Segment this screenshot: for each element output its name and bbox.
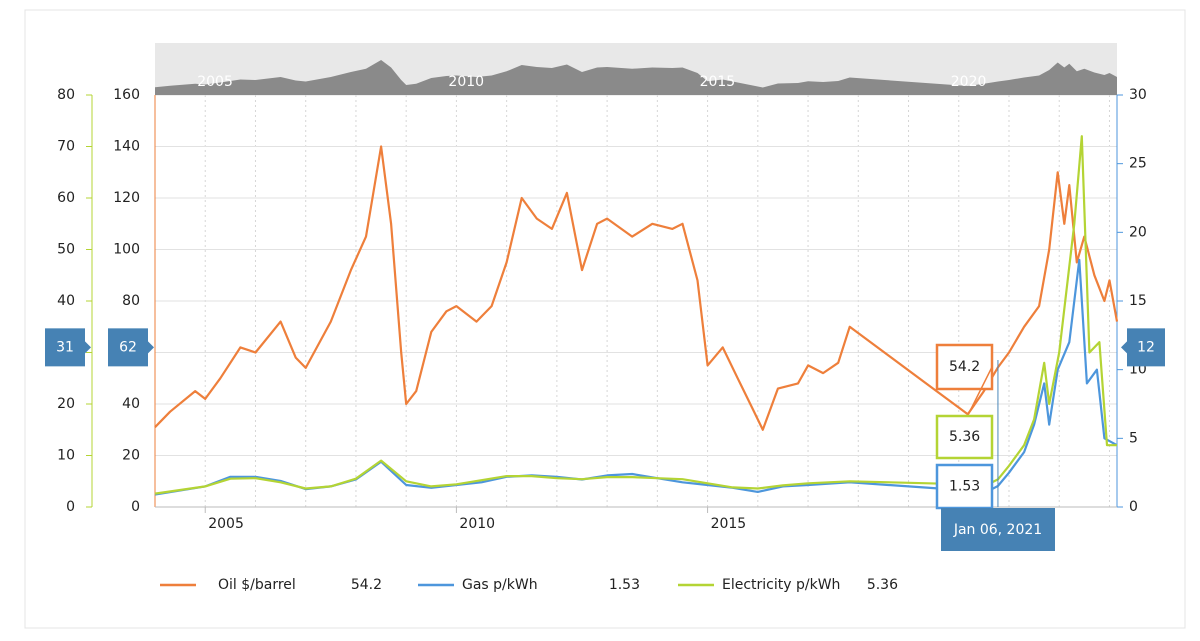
legend-label: Electricity p/kWh <box>722 577 840 593</box>
crosshair-tag <box>1127 328 1165 367</box>
tooltip-value: 1.53 <box>949 479 980 495</box>
y-tick-label: 120 <box>113 190 140 206</box>
series-line <box>154 135 1117 495</box>
tooltip-value: 54.2 <box>949 359 980 375</box>
y2-tick-label: 5 <box>1129 430 1138 446</box>
y2-tick-label: 15 <box>1129 293 1147 309</box>
navigator-area <box>155 60 1117 95</box>
legend-label: Gas p/kWh <box>462 577 538 593</box>
tooltip-box <box>935 414 994 460</box>
series-line <box>154 145 1119 431</box>
crosshair-tag-arrow <box>85 341 91 354</box>
y-tick-label: 0 <box>131 499 140 515</box>
y-tick-label: 20 <box>122 448 140 464</box>
y-tick-label: 140 <box>113 139 140 155</box>
x-tick-label: 2015 <box>711 516 747 532</box>
x-tick-label: 2005 <box>208 516 244 532</box>
tooltip-pointer <box>967 366 993 416</box>
y1-tick-label: 50 <box>57 242 75 258</box>
crosshair-tag-label: 31 <box>56 339 74 355</box>
legend-value: 1.53 <box>609 577 640 593</box>
y1-tick-label: 20 <box>57 396 75 412</box>
x-tick-label: 2010 <box>459 516 495 532</box>
crosshair-tag <box>45 328 85 367</box>
y1-tick-label: 0 <box>66 499 75 515</box>
y-tick-label: 160 <box>113 87 140 103</box>
date-label: Jan 06, 2021 <box>953 522 1042 538</box>
y-tick-label: 40 <box>122 396 140 412</box>
tooltip-value: 5.36 <box>949 429 980 445</box>
date-box <box>941 508 1055 551</box>
y2-tick-label: 25 <box>1129 156 1147 172</box>
crosshair-tag-label: 62 <box>119 339 137 355</box>
y2-tick-label: 30 <box>1129 87 1147 103</box>
navigator-label: 2005 <box>197 74 233 90</box>
legend-value: 5.36 <box>867 577 898 593</box>
tooltip-box <box>935 343 994 391</box>
navigator-label: 2015 <box>700 74 736 90</box>
navigator-label: 2020 <box>951 74 987 90</box>
y1-tick-label: 80 <box>57 87 75 103</box>
crosshair-tag-arrow <box>1121 341 1127 354</box>
y1-tick-label: 60 <box>57 190 75 206</box>
y-tick-label: 100 <box>113 242 140 258</box>
crosshair-tag <box>108 328 148 367</box>
y2-tick-label: 0 <box>1129 499 1138 515</box>
legend-value: 54.2 <box>351 577 382 593</box>
y2-tick-label: 20 <box>1129 224 1147 240</box>
y-tick-label: 80 <box>122 293 140 309</box>
y1-tick-label: 70 <box>57 139 75 155</box>
legend-label: Oil $/barrel <box>218 577 296 593</box>
navigator-label: 2010 <box>448 74 484 90</box>
y1-tick-label: 40 <box>57 293 75 309</box>
crosshair-tag-arrow <box>148 341 154 354</box>
y1-tick-label: 10 <box>57 448 75 464</box>
crosshair-tag-label: 12 <box>1137 339 1155 355</box>
